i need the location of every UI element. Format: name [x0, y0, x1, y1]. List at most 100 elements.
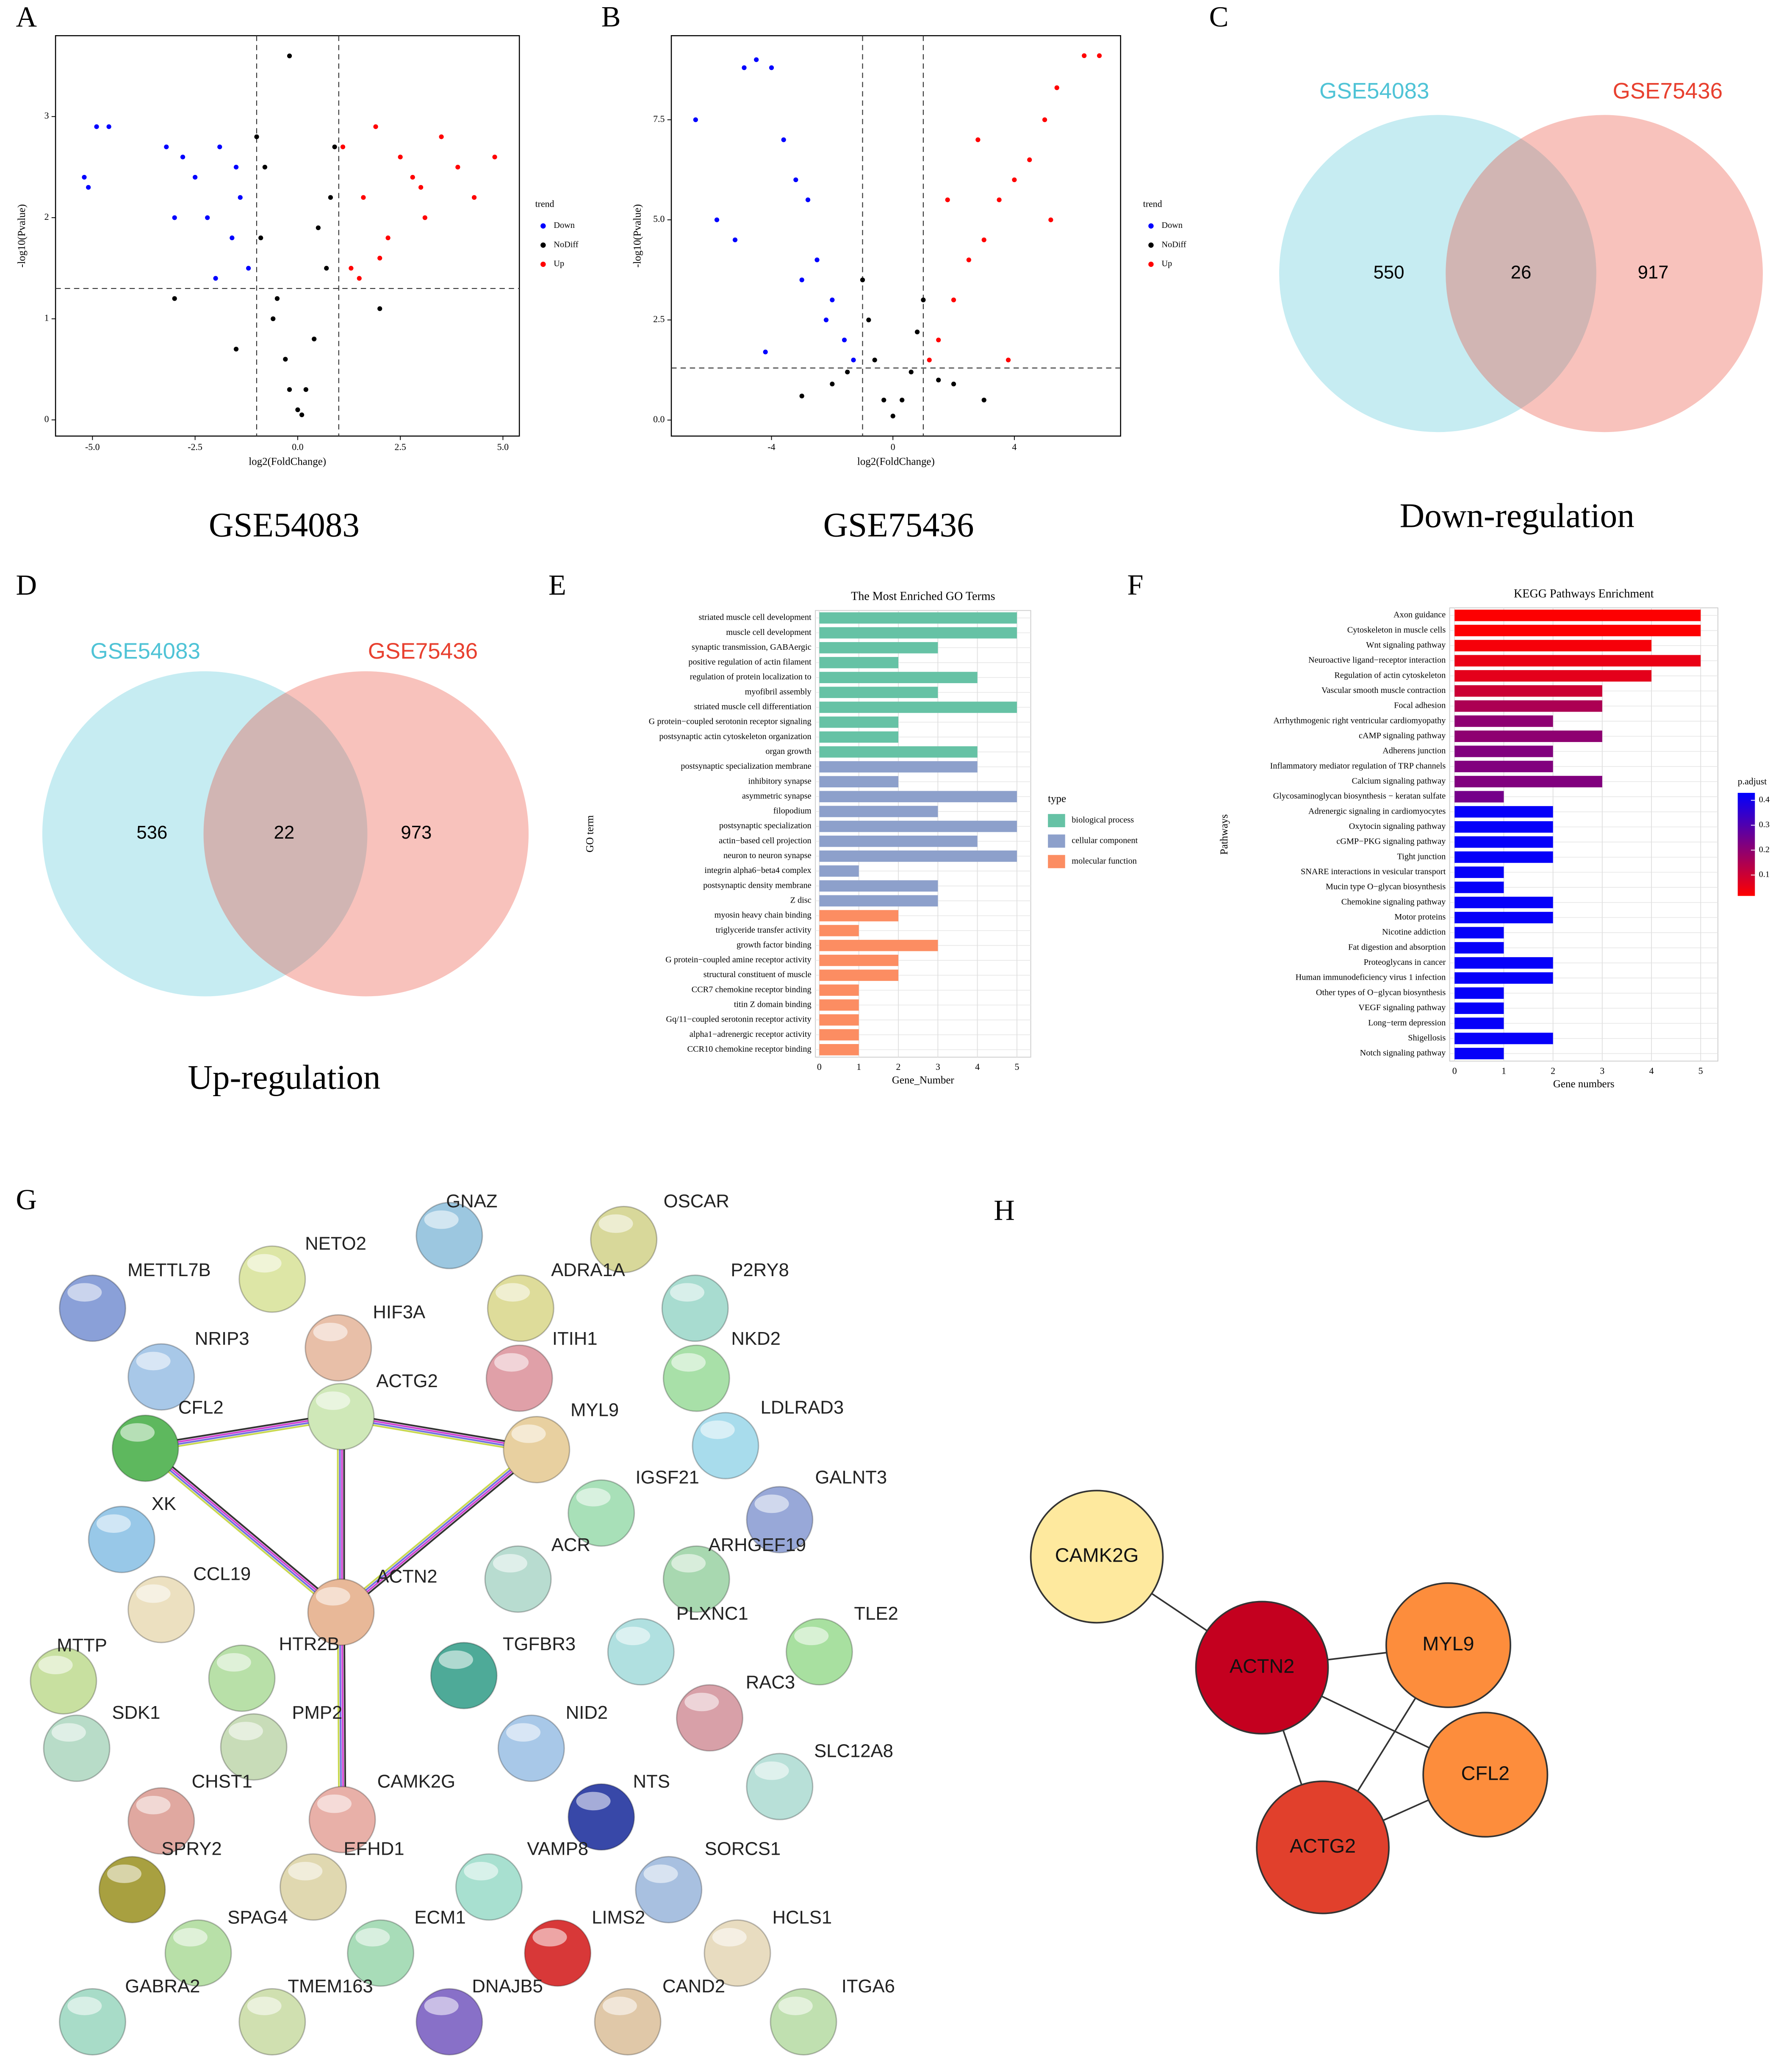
edge: [145, 1415, 341, 1448]
node-label: ARHGEF19: [709, 1535, 806, 1555]
y-tick-label: 0.0: [653, 414, 665, 424]
point: [340, 144, 346, 150]
point: [1027, 157, 1032, 162]
node-label: HTR2B: [279, 1634, 340, 1654]
point: [845, 369, 850, 374]
node-label: EFHD1: [344, 1838, 404, 1859]
node-label: NRIP3: [195, 1328, 249, 1349]
node-label: CFL2: [1461, 1762, 1510, 1784]
y-tick-label: 2: [44, 212, 49, 222]
category-label: CCR7 chemokine receptor binding: [692, 985, 812, 994]
category-label: Z disc: [790, 895, 812, 905]
node-highlight: [216, 1653, 251, 1672]
bar: [1454, 655, 1701, 667]
legend-label: NoDiff: [554, 240, 578, 249]
point: [900, 397, 905, 403]
point: [763, 349, 768, 355]
node-label: ACTN2: [1230, 1655, 1294, 1677]
panel-label: G: [16, 1183, 37, 1216]
bar: [1454, 897, 1553, 909]
node-label: ACTG2: [376, 1371, 438, 1391]
category-label: actin−based cell projection: [719, 836, 812, 845]
node-highlight: [464, 1861, 499, 1881]
bar: [1454, 836, 1553, 848]
bar: [819, 910, 898, 922]
x-tick-label: 4: [975, 1062, 980, 1072]
category-label: neuron to neuron synapse: [723, 851, 812, 860]
edge: [145, 1446, 342, 1612]
point: [287, 53, 292, 58]
bar: [1454, 745, 1553, 757]
category-label: VEGF signaling pathway: [1358, 1003, 1446, 1012]
x-axis-label: log2(FoldChange): [857, 456, 935, 468]
category-label: triglyceride transfer activity: [715, 925, 812, 935]
node-highlight: [136, 1795, 171, 1814]
y-tick-label: 0: [44, 414, 49, 424]
point: [1048, 217, 1053, 222]
x-tick-label: 0.0: [292, 442, 303, 452]
category-label: Fat digestion and absorption: [1348, 942, 1446, 952]
category-label: Neuroactive ligand−receptor interaction: [1308, 656, 1446, 665]
point: [172, 215, 177, 220]
node-highlight: [247, 1254, 282, 1273]
node-highlight: [38, 1656, 73, 1674]
node-highlight: [313, 1323, 348, 1341]
plot-frame: [55, 35, 520, 437]
point: [230, 235, 235, 241]
bar: [1454, 625, 1701, 637]
x-axis-label: Gene_Number: [892, 1075, 954, 1086]
edge: [343, 1612, 346, 1820]
node-highlight: [493, 1554, 527, 1573]
category-label: Inflammatory mediator regulation of TRP …: [1270, 761, 1446, 770]
point: [373, 124, 378, 129]
point: [274, 296, 280, 301]
node-highlight: [67, 1997, 102, 2015]
category-label: Notch signaling pathway: [1360, 1048, 1446, 1058]
category-label: muscle cell development: [726, 628, 812, 637]
point: [455, 164, 460, 170]
panel-label: F: [1127, 569, 1143, 601]
legend-swatch: [540, 242, 546, 248]
node-label: NKD2: [731, 1328, 780, 1349]
x-tick-label: -2.5: [188, 442, 202, 452]
category-label: Cytoskeleton in muscle cells: [1347, 625, 1446, 634]
bar: [819, 850, 1017, 862]
point: [866, 317, 871, 323]
point: [914, 330, 920, 335]
point: [872, 357, 877, 363]
point: [860, 277, 865, 283]
point: [303, 387, 308, 392]
venn-set: [42, 671, 368, 997]
bar: [1454, 700, 1602, 712]
point: [233, 346, 239, 352]
chart-title: KEGG Pathways Enrichment: [1514, 587, 1654, 600]
point: [385, 235, 391, 241]
node: [1195, 1601, 1329, 1735]
edge: [145, 1416, 341, 1450]
point: [213, 276, 218, 281]
x-tick-label: 5: [1014, 1062, 1019, 1072]
point: [410, 175, 415, 180]
category-label: Chemokine signaling pathway: [1341, 897, 1446, 906]
bar: [1454, 957, 1553, 969]
node-label: ACR: [551, 1535, 590, 1555]
node-label: NETO2: [305, 1233, 366, 1254]
node-highlight: [107, 1864, 141, 1883]
node-highlight: [576, 1792, 611, 1811]
panel-label: B: [601, 1, 621, 33]
x-axis-label: log2(FoldChange): [249, 456, 326, 468]
x-tick-label: 0: [1452, 1066, 1457, 1076]
point: [324, 266, 329, 271]
point: [398, 155, 403, 160]
bar: [819, 672, 978, 683]
point: [890, 413, 895, 418]
region-count: 536: [136, 822, 167, 843]
node-label: ITIH1: [552, 1328, 598, 1349]
x-tick-label: 5: [1698, 1066, 1703, 1076]
point: [781, 137, 786, 142]
category-label: Mucin type O−glycan biosynthesis: [1326, 882, 1446, 892]
bar: [819, 716, 898, 728]
node-label: TLE2: [854, 1603, 898, 1624]
legend-title: p.adjust: [1738, 776, 1767, 787]
x-tick-label: 2: [896, 1062, 901, 1072]
